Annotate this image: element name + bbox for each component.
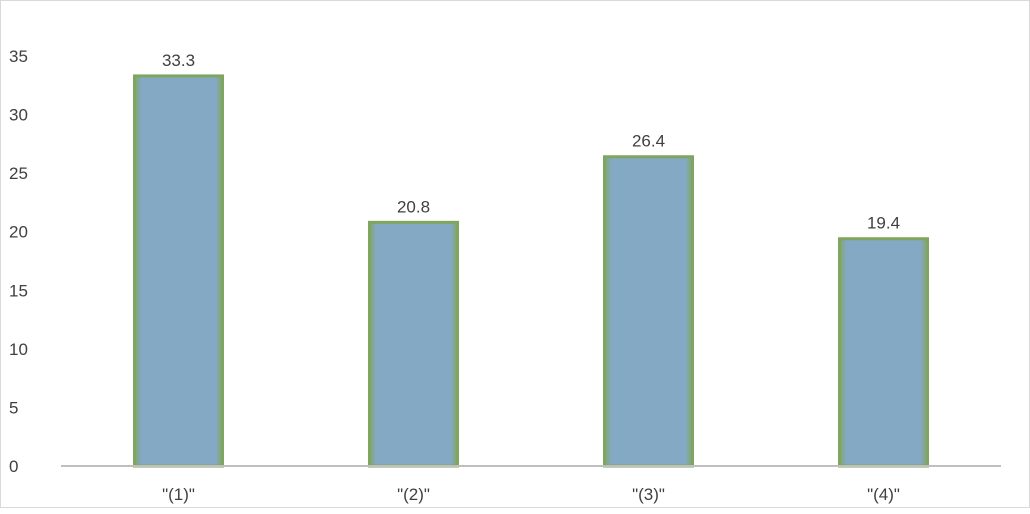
x-axis: "(1)" "(2)" "(3)" "(4)" [162,485,900,504]
bar [603,155,694,468]
data-label: 19.4 [867,214,900,233]
y-tick-label: 20 [9,223,28,242]
y-tick-label: 5 [9,398,18,417]
x-tick-label: "(4)" [867,485,900,504]
x-tick-label: "(2)" [397,485,430,504]
y-tick-label: 10 [9,340,28,359]
x-tick-label: "(3)" [632,485,665,504]
bar [368,220,459,468]
data-label: 26.4 [632,132,665,151]
y-tick-label: 25 [9,164,28,183]
y-axis: 0 5 10 15 20 25 30 35 [9,47,28,476]
y-tick-label: 35 [9,47,28,66]
y-tick-label: 15 [9,281,28,300]
y-tick-label: 0 [9,457,18,476]
data-label: 33.3 [162,51,195,70]
bar [133,74,224,468]
y-tick-label: 30 [9,106,28,125]
data-labels-group: 33.3 20.8 26.4 19.4 [162,51,900,233]
data-label: 20.8 [397,197,430,216]
bar [838,237,929,468]
x-tick-label: "(1)" [162,485,195,504]
bars-group [133,74,929,468]
